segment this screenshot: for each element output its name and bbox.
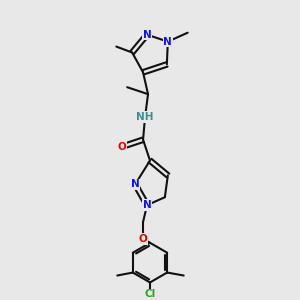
Text: N: N: [143, 30, 152, 40]
Text: O: O: [118, 142, 127, 152]
Text: Cl: Cl: [144, 289, 156, 299]
Text: N: N: [164, 37, 172, 46]
Text: O: O: [139, 234, 147, 244]
Text: N: N: [131, 179, 140, 189]
Text: NH: NH: [136, 112, 154, 122]
Text: N: N: [143, 200, 152, 210]
